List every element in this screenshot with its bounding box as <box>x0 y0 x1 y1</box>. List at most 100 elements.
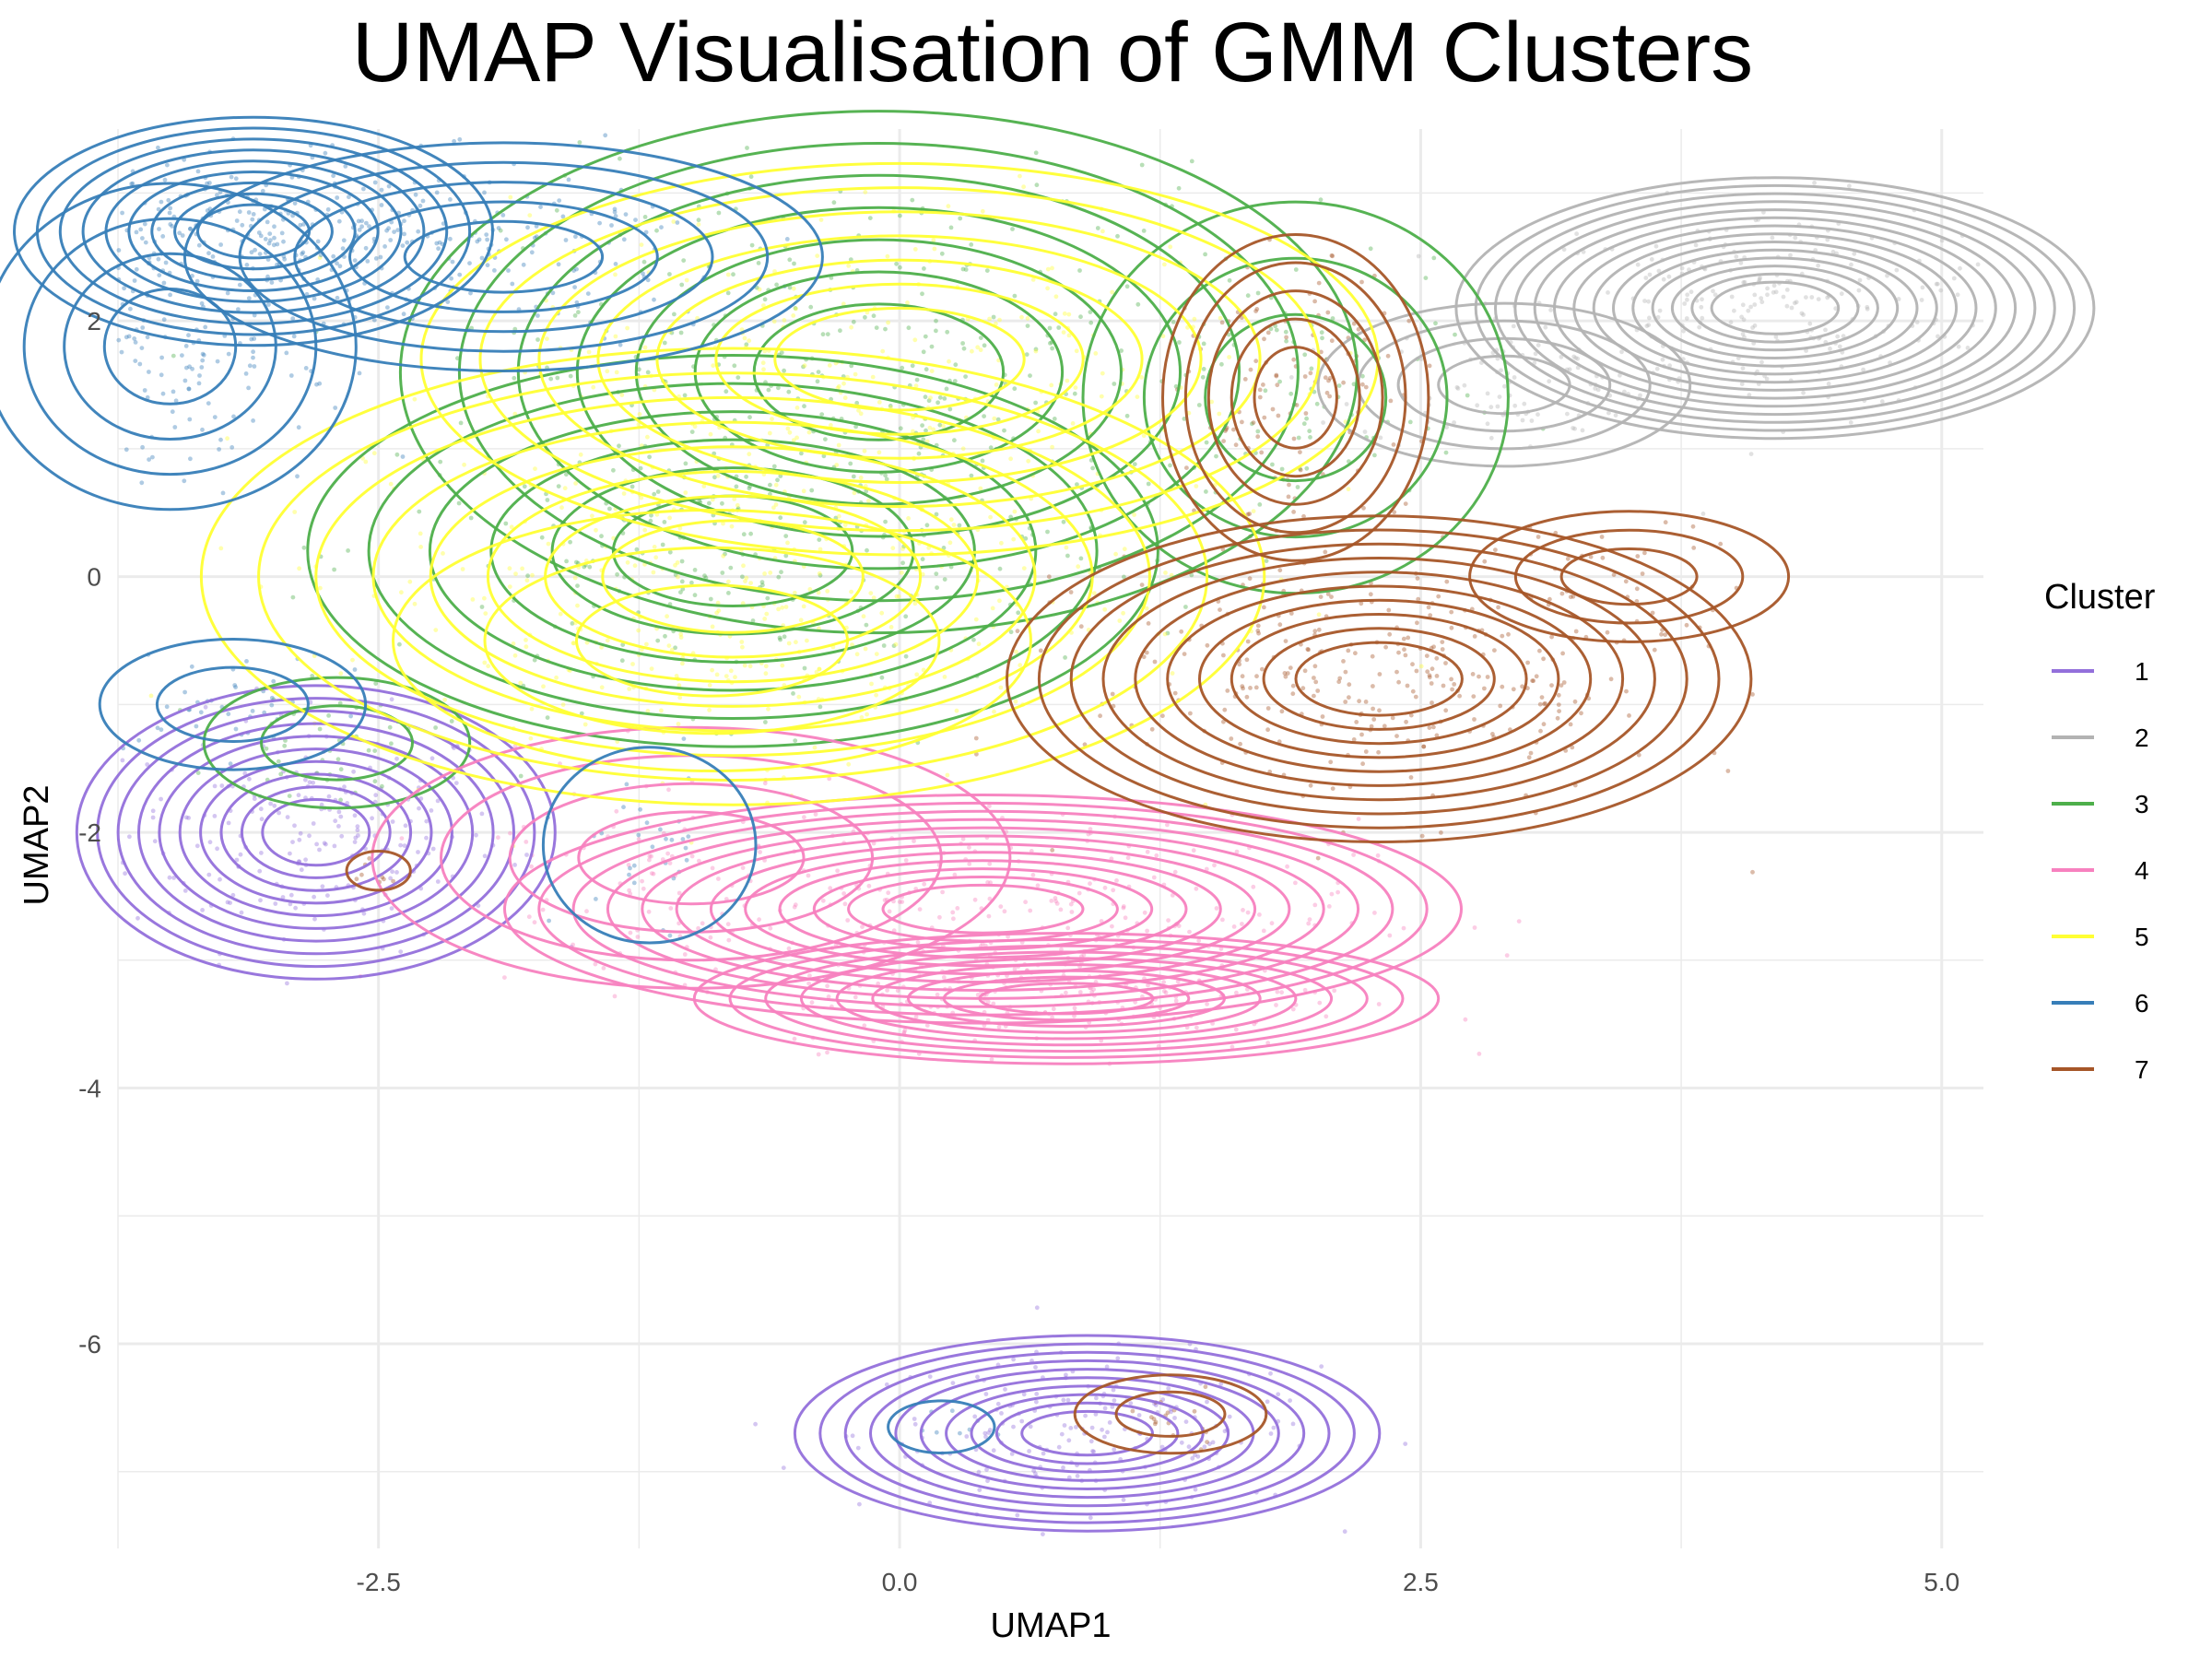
legend-label: 3 <box>2135 790 2149 818</box>
data-point <box>259 851 264 855</box>
data-point <box>654 228 659 233</box>
data-point <box>869 681 874 687</box>
data-point <box>1256 630 1261 636</box>
data-point <box>507 566 512 571</box>
data-point <box>331 173 335 179</box>
data-point <box>357 371 362 376</box>
data-point <box>1082 742 1088 747</box>
data-point <box>1121 1497 1126 1502</box>
data-point <box>924 1023 930 1028</box>
data-point <box>430 846 436 852</box>
data-point <box>984 268 990 273</box>
data-point <box>1502 383 1507 389</box>
data-point <box>637 367 641 372</box>
data-point <box>864 622 869 628</box>
data-point <box>1214 453 1218 459</box>
data-point <box>646 909 652 914</box>
data-point <box>669 647 675 653</box>
data-point <box>739 640 745 644</box>
data-point <box>894 261 899 266</box>
data-point <box>747 486 752 491</box>
data-point <box>1182 417 1187 421</box>
data-point <box>1449 625 1454 630</box>
data-point <box>1371 684 1375 688</box>
data-point <box>708 596 713 602</box>
data-point <box>678 590 683 594</box>
data-point <box>229 445 235 450</box>
data-point <box>834 463 840 467</box>
data-point <box>1240 419 1244 425</box>
data-point <box>398 949 404 954</box>
data-point <box>1179 1440 1184 1445</box>
data-point <box>928 395 933 400</box>
data-point <box>233 176 239 182</box>
data-point <box>238 852 243 857</box>
data-point <box>1172 690 1178 696</box>
data-point <box>924 523 930 528</box>
data-point <box>190 366 195 371</box>
data-point <box>1312 629 1318 634</box>
data-point <box>1077 890 1082 896</box>
data-point <box>1433 321 1438 326</box>
data-point <box>1636 752 1641 758</box>
data-point <box>1049 382 1054 388</box>
legend-entry-1: 1 <box>2052 657 2149 686</box>
data-point <box>132 278 137 283</box>
data-point <box>198 710 204 715</box>
data-point <box>145 335 150 340</box>
contour-line <box>634 238 1124 506</box>
data-point <box>1504 953 1510 958</box>
data-point <box>142 221 147 227</box>
data-point <box>818 218 824 222</box>
data-point <box>433 725 438 730</box>
data-point <box>389 906 394 911</box>
data-point <box>1128 1401 1134 1406</box>
data-point <box>692 593 698 598</box>
data-point <box>1833 306 1839 312</box>
data-point <box>1061 519 1066 524</box>
data-point <box>335 261 339 266</box>
data-point <box>243 371 249 376</box>
data-point <box>182 378 188 383</box>
data-point <box>382 244 387 249</box>
data-point <box>183 344 189 348</box>
legend-label: 7 <box>2135 1055 2149 1084</box>
data-point <box>854 652 860 657</box>
data-point <box>1472 717 1477 722</box>
data-point <box>1326 378 1331 383</box>
data-point <box>438 459 443 465</box>
data-point <box>1226 332 1231 337</box>
data-point <box>1063 655 1067 660</box>
contour-line <box>1198 598 1560 759</box>
data-point <box>134 266 139 272</box>
data-point <box>1176 185 1182 191</box>
data-point <box>331 253 336 259</box>
data-point <box>744 342 749 347</box>
data-point <box>545 715 550 720</box>
data-point <box>562 486 568 491</box>
contour-line <box>812 867 1154 951</box>
data-point <box>194 278 200 284</box>
data-point <box>621 805 626 810</box>
data-point <box>1279 990 1284 995</box>
data-point <box>1649 257 1654 262</box>
data-point <box>681 258 687 263</box>
data-point <box>1784 288 1790 292</box>
data-point <box>1077 990 1083 994</box>
data-point <box>295 474 300 479</box>
data-point <box>613 272 618 277</box>
data-point <box>627 687 632 691</box>
data-point <box>1415 576 1420 581</box>
data-point <box>1031 1468 1036 1474</box>
data-point <box>812 745 818 750</box>
data-point <box>794 640 798 645</box>
data-point <box>143 240 148 245</box>
data-point <box>372 779 378 784</box>
data-point <box>1193 1487 1198 1492</box>
data-point <box>1293 267 1299 272</box>
data-point <box>920 291 924 297</box>
contour-line <box>641 826 1325 992</box>
data-point <box>697 858 701 864</box>
contour-line <box>835 957 1298 1041</box>
